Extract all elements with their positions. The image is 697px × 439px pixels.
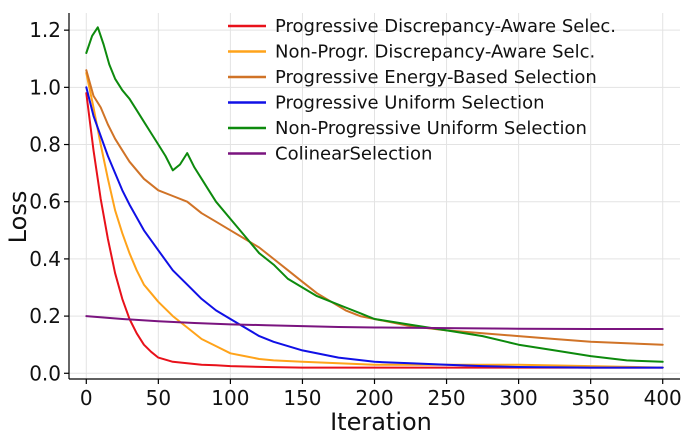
grid (69, 13, 680, 379)
x-tick-label: 350 (572, 386, 610, 410)
y-tick-label: 0.4 (29, 247, 61, 271)
x-tick-label: 150 (283, 386, 321, 410)
series-line-2 (85, 72, 664, 369)
x-tick-label: 200 (355, 386, 393, 410)
y-tick-label: 0.2 (29, 304, 61, 328)
series-line-3 (85, 69, 664, 346)
y-tick-label: 0.6 (29, 190, 61, 214)
series-lines (85, 26, 664, 369)
y-axis-title: Loss (4, 191, 32, 244)
legend-label: Progressive Discrepancy-Aware Selec. (275, 16, 616, 37)
x-tick-label: 300 (500, 386, 538, 410)
legend-label: ColinearSelection (275, 144, 432, 165)
series-line-4 (85, 86, 664, 369)
series-line-6 (85, 315, 664, 330)
y-tick-label: 0.0 (29, 361, 61, 385)
legend: Progressive Discrepancy-Aware Selec. Non-… (228, 16, 616, 165)
x-tick-label: 50 (146, 386, 171, 410)
axes: 0 50 100 150 200 250 300 350 400 0.0 0.2 0.4 0.6 0.8 1… (29, 13, 682, 410)
x-axis-title: Iteration (330, 408, 432, 436)
y-tick-label: 1.0 (29, 75, 61, 99)
series-line-1 (85, 92, 664, 369)
x-tick-label: 400 (644, 386, 682, 410)
legend-label: Non-Progressive Uniform Selection (275, 118, 587, 139)
y-tick-label: 1.2 (29, 18, 61, 42)
legend-label: Progressive Uniform Selection (275, 93, 545, 114)
legend-label: Progressive Energy-Based Selection (275, 67, 597, 88)
x-tick-label: 100 (211, 386, 249, 410)
legend-label: Non-Progr. Discrepancy-Aware Selc. (275, 42, 595, 63)
y-tick-label: 0.8 (29, 133, 61, 157)
x-tick-label: 250 (427, 386, 465, 410)
x-tick-label: 0 (80, 386, 93, 410)
